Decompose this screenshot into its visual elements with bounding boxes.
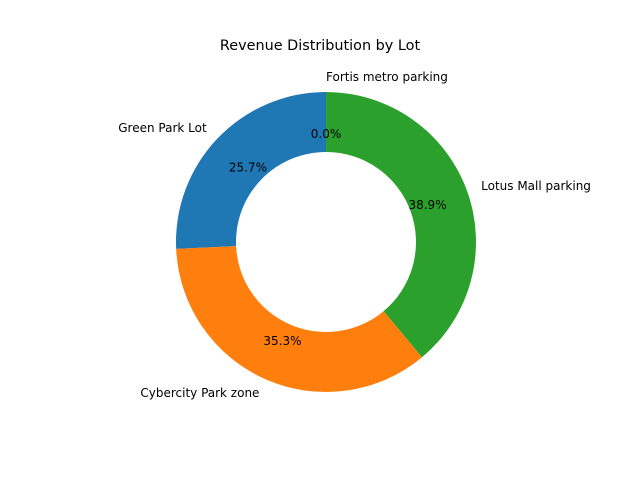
category-label-green-park-lot: Green Park Lot xyxy=(118,121,207,135)
slice-cybercity-park-zone xyxy=(176,246,423,393)
category-label-fortis-metro-parking: Fortis metro parking xyxy=(326,70,448,84)
category-label-lotus-mall-parking: Lotus Mall parking xyxy=(481,179,591,193)
chart-title: Revenue Distribution by Lot xyxy=(220,38,421,54)
percent-label-lotus-mall-parking: 38.9% xyxy=(408,198,446,212)
slice-green-park-lot xyxy=(175,92,326,249)
percent-label-green-park-lot: 25.7% xyxy=(229,160,267,174)
slices-layer xyxy=(175,92,477,393)
percent-label-fortis-metro-parking: 0.0% xyxy=(311,127,342,141)
slice-lotus-mall-parking xyxy=(326,92,477,358)
labels-layer: Green Park Lot 25.7% Cybercity Park zone 35… xyxy=(118,70,591,400)
category-label-cybercity-park-zone: Cybercity Park zone xyxy=(140,386,259,400)
percent-label-cybercity-park-zone: 35.3% xyxy=(263,334,301,348)
